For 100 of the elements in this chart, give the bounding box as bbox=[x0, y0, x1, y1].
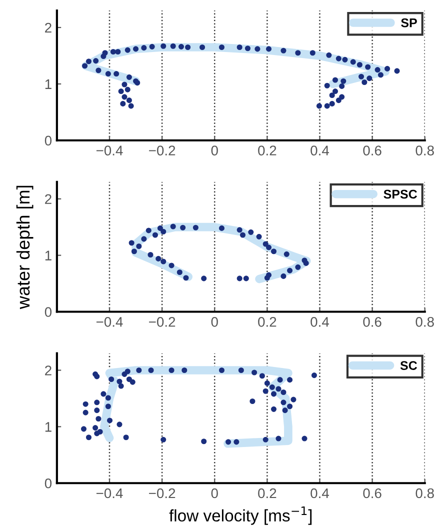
point bbox=[146, 228, 152, 234]
point bbox=[141, 236, 147, 242]
point bbox=[284, 251, 290, 257]
x-tick-label: 0.2 bbox=[258, 488, 276, 498]
point bbox=[94, 374, 100, 380]
point bbox=[290, 396, 296, 402]
y-tick-label: 0 bbox=[44, 478, 52, 488]
point bbox=[270, 391, 277, 397]
x-tick-label: 0 bbox=[211, 316, 218, 327]
point bbox=[86, 434, 92, 440]
y-tick-label: 2 bbox=[45, 194, 52, 204]
legend-label: SC bbox=[400, 361, 418, 370]
x-tick-label: 0.8 bbox=[416, 316, 434, 327]
point bbox=[287, 377, 293, 383]
point bbox=[226, 439, 232, 445]
point bbox=[180, 224, 186, 230]
x-tick-label: 0.2 bbox=[258, 316, 276, 327]
point bbox=[97, 428, 103, 435]
legend-label: SP bbox=[401, 18, 417, 28]
point bbox=[287, 404, 293, 410]
point bbox=[157, 225, 163, 231]
point bbox=[264, 380, 270, 386]
point bbox=[80, 426, 87, 432]
point bbox=[303, 260, 309, 266]
point bbox=[168, 262, 174, 268]
point bbox=[238, 367, 244, 374]
point bbox=[259, 373, 265, 379]
x-axis-title: flow velocity [ms$^{−1}$] bbox=[169, 506, 312, 525]
point bbox=[128, 240, 134, 246]
y-tick-label: 0 bbox=[44, 136, 52, 146]
point bbox=[136, 243, 142, 250]
point bbox=[116, 378, 122, 384]
x-tick-label: 0 bbox=[211, 146, 218, 156]
point bbox=[264, 275, 270, 281]
point bbox=[148, 367, 154, 374]
legend-label: SPSC bbox=[384, 190, 418, 199]
point bbox=[96, 416, 102, 422]
point bbox=[170, 224, 176, 230]
point bbox=[160, 228, 166, 234]
point bbox=[262, 436, 268, 442]
point bbox=[218, 225, 224, 231]
point bbox=[201, 276, 207, 282]
point bbox=[243, 276, 249, 282]
point bbox=[105, 404, 111, 410]
point bbox=[269, 384, 275, 390]
point bbox=[100, 391, 106, 397]
x-tick-label: −0.2 bbox=[149, 316, 176, 327]
point bbox=[156, 256, 162, 262]
point bbox=[130, 379, 136, 385]
x-tick-label: 0.6 bbox=[363, 488, 382, 498]
point bbox=[218, 367, 224, 374]
point bbox=[108, 376, 114, 382]
x-tick-label: 0.6 bbox=[363, 316, 382, 327]
point bbox=[256, 234, 262, 240]
point bbox=[105, 395, 111, 401]
point bbox=[236, 276, 242, 282]
point bbox=[131, 248, 137, 254]
point bbox=[123, 434, 129, 440]
x-tick-label: −0.4 bbox=[96, 146, 123, 156]
point bbox=[118, 383, 124, 389]
x-tick-label: −0.4 bbox=[96, 316, 123, 327]
y-tick-label: 2 bbox=[45, 22, 52, 33]
y-tick-label: 1 bbox=[45, 422, 52, 432]
point bbox=[311, 372, 317, 378]
point bbox=[183, 275, 189, 281]
point bbox=[295, 264, 301, 270]
point bbox=[276, 436, 282, 442]
point bbox=[116, 422, 122, 428]
point bbox=[122, 371, 128, 377]
x-tick-label: 0.4 bbox=[310, 316, 329, 327]
x-tick-label: −0.2 bbox=[149, 488, 176, 498]
point bbox=[248, 229, 254, 235]
point bbox=[148, 252, 154, 258]
point bbox=[236, 227, 242, 233]
point bbox=[282, 408, 288, 414]
point bbox=[126, 376, 132, 382]
point bbox=[302, 436, 308, 442]
point bbox=[192, 224, 198, 230]
point bbox=[152, 232, 158, 238]
y-tick-label: 0 bbox=[44, 307, 52, 317]
point bbox=[160, 436, 166, 442]
point bbox=[106, 418, 113, 424]
point bbox=[92, 425, 98, 431]
point bbox=[94, 400, 100, 406]
point bbox=[82, 401, 88, 407]
point bbox=[252, 370, 258, 376]
point bbox=[276, 386, 282, 392]
x-tick-label: 0.2 bbox=[258, 146, 276, 156]
x-tick-label: −0.4 bbox=[96, 488, 123, 498]
point bbox=[124, 368, 130, 374]
point bbox=[266, 244, 272, 250]
x-tick-label: 0.8 bbox=[416, 146, 434, 156]
x-tick-label: 0.4 bbox=[310, 146, 329, 156]
point bbox=[262, 388, 268, 394]
x-tick-label: 0.8 bbox=[416, 488, 434, 498]
y-tick-label: 1 bbox=[45, 79, 52, 89]
point bbox=[240, 232, 246, 238]
x-tick-label: 0 bbox=[211, 488, 218, 498]
point bbox=[168, 367, 174, 374]
point bbox=[234, 439, 240, 445]
